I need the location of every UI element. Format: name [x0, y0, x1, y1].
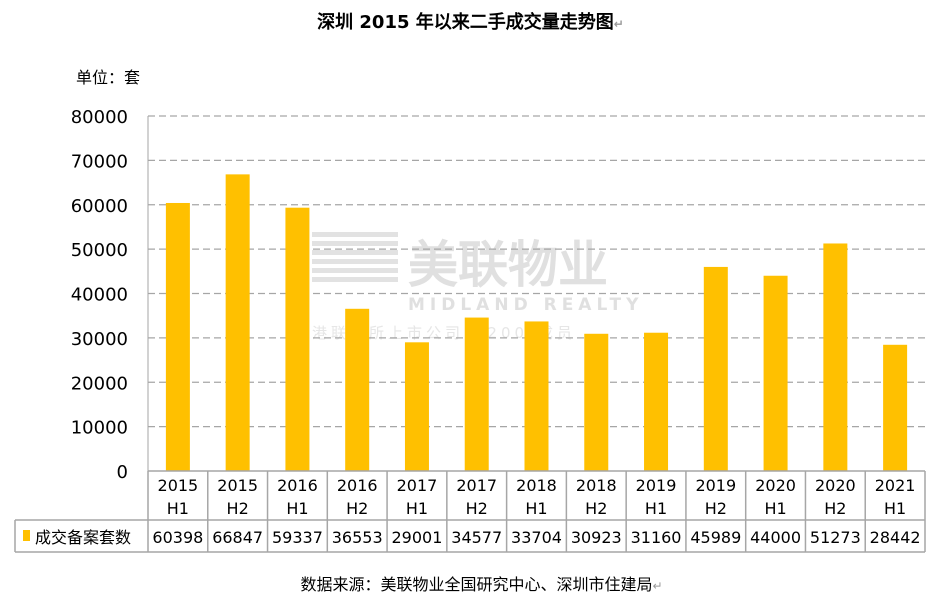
chart-title: 深圳 2015 年以来二手成交量走势图↵: [317, 12, 624, 33]
data-label: 34577: [451, 528, 502, 547]
source-note: 数据来源：美联物业全国研究中心、深圳市住建局↵: [300, 575, 663, 594]
bar: [345, 308, 370, 471]
x-tick-year: 2019: [695, 476, 736, 495]
x-tick-year: 2016: [337, 476, 378, 495]
x-tick-half: H2: [346, 499, 368, 518]
y-tick-label: 50000: [71, 240, 128, 261]
data-label: 45989: [690, 528, 741, 547]
x-tick-year: 2021: [875, 476, 916, 495]
x-tick-year: 2018: [516, 476, 557, 495]
watermark-logo-stripe: [312, 277, 398, 282]
x-tick-year: 2015: [158, 476, 199, 495]
x-tick-half: H1: [286, 499, 308, 518]
y-tick-label: 40000: [71, 285, 128, 306]
legend-label: 成交备案套数: [35, 528, 131, 547]
x-tick-half: H1: [406, 499, 428, 518]
x-tick-half: H2: [466, 499, 488, 518]
unit-label: 单位：套: [76, 68, 141, 87]
x-tick-half: H1: [764, 499, 786, 518]
bar: [225, 174, 250, 471]
x-tick-half: H1: [525, 499, 547, 518]
y-tick-label: 70000: [71, 151, 128, 172]
x-tick-half: H1: [645, 499, 667, 518]
x-tick-year: 2019: [636, 476, 677, 495]
x-tick-half: H1: [884, 499, 906, 518]
x-tick-half: H2: [824, 499, 846, 518]
bar: [703, 266, 728, 471]
x-tick-year: 2018: [576, 476, 617, 495]
x-tick-year: 2017: [397, 476, 438, 495]
bar: [644, 332, 669, 471]
bar: [763, 275, 788, 471]
watermark-logo-stripe: [312, 259, 398, 264]
data-label: 31160: [631, 528, 682, 547]
y-tick-label: 80000: [71, 107, 128, 128]
watermark-logo-stripe: [312, 241, 398, 246]
watermark-en: MIDLAND REALTY: [408, 295, 643, 315]
y-tick-label: 10000: [71, 418, 128, 439]
x-tick-half: H1: [167, 499, 189, 518]
y-tick-label: 0: [117, 462, 128, 483]
bar: [285, 207, 310, 471]
bar: [524, 321, 549, 471]
x-tick-year: 2017: [456, 476, 497, 495]
data-label: 59337: [272, 528, 323, 547]
x-tick-half: H2: [585, 499, 607, 518]
x-tick-year: 2015: [217, 476, 258, 495]
legend-swatch: [23, 530, 30, 541]
y-tick-label: 60000: [71, 196, 128, 217]
data-label: 60398: [152, 528, 203, 547]
x-tick-year: 2020: [755, 476, 796, 495]
data-label: 30923: [571, 528, 622, 547]
data-label: 66847: [212, 528, 263, 547]
x-tick-half: H2: [227, 499, 249, 518]
bar: [464, 317, 489, 471]
watermark-cn: 美联物业: [408, 236, 608, 294]
data-label: 29001: [392, 528, 443, 547]
bar: [823, 243, 848, 471]
data-label: 51273: [810, 528, 861, 547]
y-tick-label: 30000: [71, 329, 128, 350]
watermark-logo-stripe: [312, 268, 398, 273]
watermark-logo-stripe: [312, 232, 398, 237]
data-label: 33704: [511, 528, 562, 547]
y-tick-label: 20000: [71, 373, 128, 394]
x-tick-year: 2020: [815, 476, 856, 495]
bar: [883, 344, 908, 471]
x-tick-half: H2: [705, 499, 727, 518]
bar: [584, 333, 609, 471]
data-label: 28442: [870, 528, 921, 547]
bar: [165, 202, 190, 471]
watermark-logo-stripe: [312, 250, 398, 255]
data-label: 44000: [750, 528, 801, 547]
data-label: 36553: [332, 528, 383, 547]
x-tick-year: 2016: [277, 476, 318, 495]
bar: [404, 342, 429, 471]
